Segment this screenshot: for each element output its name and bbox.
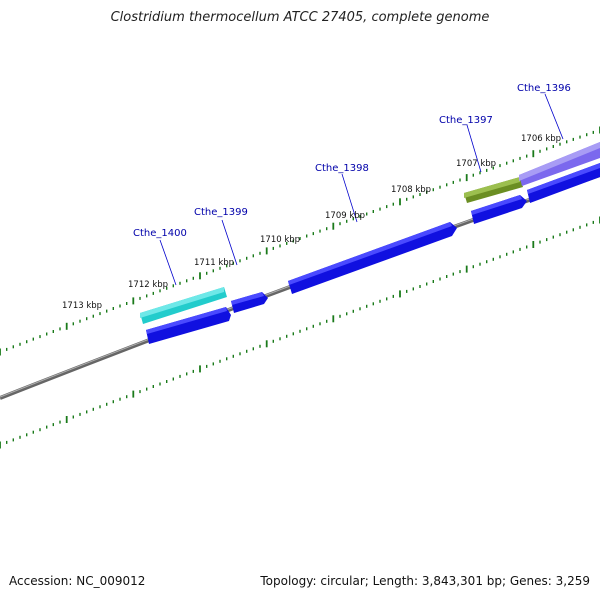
kbp-label: 1707 kbp [456, 159, 496, 169]
genome-summary-text: Topology: circular; Length: 3,843,301 bp… [260, 574, 590, 588]
gene-label-cthe-1397[interactable]: Cthe_1397 [439, 115, 493, 126]
gene-label-cthe-1399[interactable]: Cthe_1399 [194, 207, 248, 218]
cds-2[interactable] [231, 292, 268, 313]
inner-tick-ring [0, 216, 600, 449]
feature-cthe-1396[interactable] [519, 142, 600, 186]
gene-label-cthe-1400[interactable]: Cthe_1400 [133, 228, 187, 239]
gene-label-cthe-1396[interactable]: Cthe_1396 [517, 83, 571, 94]
kbp-label: 1711 kbp [194, 258, 234, 268]
accession-text: Accession: NC_009012 [9, 574, 146, 588]
callout-cthe-1399 [221, 219, 238, 266]
kbp-label: 1712 kbp [128, 280, 168, 290]
cds-4[interactable] [471, 195, 527, 224]
feature-cthe-1400[interactable] [140, 287, 227, 324]
feature-cthe-1397[interactable] [464, 177, 523, 203]
callout-cthe-1398 [341, 173, 358, 223]
callout-cthe-1396 [544, 93, 564, 140]
callout-cthe-1400 [159, 239, 177, 286]
cds-1[interactable] [146, 307, 231, 344]
kbp-label: 1713 kbp [62, 301, 102, 311]
kbp-label: 1710 kbp [260, 235, 300, 245]
callout-cthe-1397 [466, 124, 482, 173]
cds-5[interactable] [527, 163, 600, 203]
cds-3[interactable] [288, 222, 457, 294]
kbp-label: 1709 kbp [325, 211, 365, 221]
gene-label-cthe-1398[interactable]: Cthe_1398 [315, 163, 369, 174]
outer-tick-ring [0, 126, 600, 356]
kbp-label: 1706 kbp [521, 134, 561, 144]
map-title: Clostridium thermocellum ATCC 27405, com… [110, 10, 490, 25]
kbp-label: 1708 kbp [391, 185, 431, 195]
